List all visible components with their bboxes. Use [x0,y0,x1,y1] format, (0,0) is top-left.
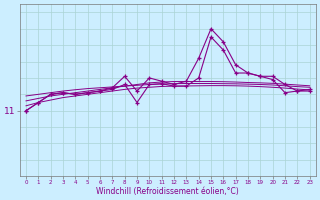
X-axis label: Windchill (Refroidissement éolien,°C): Windchill (Refroidissement éolien,°C) [96,187,239,196]
